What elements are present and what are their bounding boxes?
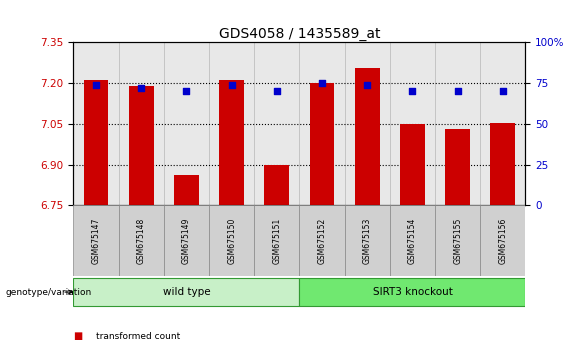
Point <box>227 82 236 88</box>
Bar <box>73 278 299 307</box>
Text: wild type: wild type <box>163 287 210 297</box>
Bar <box>355 68 380 205</box>
Point <box>92 82 101 88</box>
Bar <box>310 83 334 205</box>
Title: GDS4058 / 1435589_at: GDS4058 / 1435589_at <box>219 28 380 41</box>
Bar <box>400 124 425 205</box>
Text: SIRT3 knockout: SIRT3 knockout <box>372 287 453 297</box>
Text: GSM675153: GSM675153 <box>363 217 372 264</box>
Point <box>137 85 146 91</box>
Text: genotype/variation: genotype/variation <box>6 287 92 297</box>
Text: GSM675147: GSM675147 <box>92 217 101 264</box>
Text: ■: ■ <box>73 331 82 341</box>
Text: GSM675154: GSM675154 <box>408 217 417 264</box>
Text: GSM675152: GSM675152 <box>318 218 327 264</box>
FancyArrowPatch shape <box>65 290 72 294</box>
Bar <box>299 205 345 276</box>
Point <box>363 82 372 88</box>
Point <box>453 88 462 94</box>
Bar <box>390 205 435 276</box>
Bar <box>299 278 525 307</box>
Bar <box>209 205 254 276</box>
Bar <box>174 176 199 205</box>
Bar <box>219 80 244 205</box>
Point <box>272 88 281 94</box>
Point <box>182 88 191 94</box>
Bar <box>480 205 525 276</box>
Point <box>408 88 417 94</box>
Bar <box>73 205 119 276</box>
Bar <box>445 129 470 205</box>
Bar <box>345 205 390 276</box>
Bar <box>164 205 209 276</box>
Text: GSM675149: GSM675149 <box>182 217 191 264</box>
Bar <box>84 80 108 205</box>
Point <box>498 88 507 94</box>
Bar <box>490 122 515 205</box>
Text: GSM675151: GSM675151 <box>272 218 281 264</box>
Bar <box>435 205 480 276</box>
Bar <box>129 86 154 205</box>
Text: GSM675155: GSM675155 <box>453 217 462 264</box>
Text: GSM675156: GSM675156 <box>498 217 507 264</box>
Bar <box>119 205 164 276</box>
Point <box>318 80 327 86</box>
Bar <box>254 205 299 276</box>
Text: GSM675150: GSM675150 <box>227 217 236 264</box>
Text: transformed count: transformed count <box>96 332 180 341</box>
Text: GSM675148: GSM675148 <box>137 218 146 264</box>
Bar <box>264 165 289 205</box>
